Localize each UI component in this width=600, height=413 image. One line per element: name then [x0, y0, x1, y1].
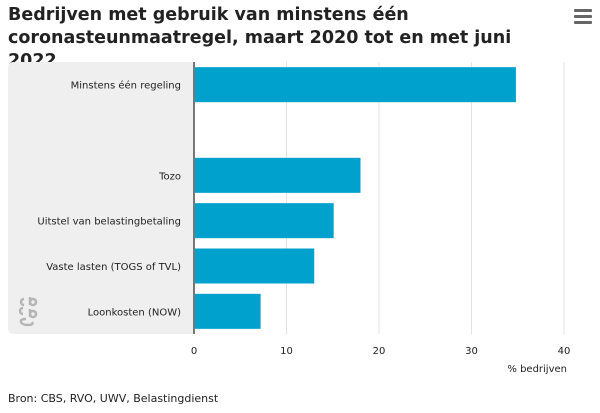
bar[interactable]: [195, 248, 315, 284]
value-axis-ticks: 0 10 20 30 40: [191, 346, 571, 357]
category-label: Uitstel van belastingbetaling: [37, 217, 181, 228]
gridlines: [286, 62, 565, 334]
category-label: Loonkosten (NOW): [88, 307, 181, 318]
x-tick-label: 20: [373, 346, 386, 357]
category-label: Minstens één regeling: [71, 80, 181, 92]
cbs-logo-icon: [18, 297, 38, 327]
category-label: Tozo: [158, 171, 181, 182]
x-tick-label: 0: [191, 346, 197, 357]
value-axis-label: % bedrijven: [507, 364, 567, 375]
bar[interactable]: [195, 293, 261, 329]
bar[interactable]: [195, 203, 334, 239]
x-tick-label: 10: [280, 346, 293, 357]
category-panel: [8, 62, 194, 334]
bar[interactable]: [195, 67, 516, 103]
category-labels: Minstens één regeling Tozo Uitstel van bel…: [37, 80, 181, 319]
source-note: Bron: CBS, RVO, UWV, Belastingdienst: [8, 392, 219, 405]
x-tick-label: 40: [558, 346, 571, 357]
plot-background: [8, 62, 194, 334]
category-label: Vaste lasten (TOGS of TVL): [46, 262, 181, 273]
bar[interactable]: [195, 157, 361, 193]
hamburger-menu-icon[interactable]: [574, 9, 592, 25]
x-tick-label: 30: [465, 346, 478, 357]
bars: [195, 67, 516, 329]
